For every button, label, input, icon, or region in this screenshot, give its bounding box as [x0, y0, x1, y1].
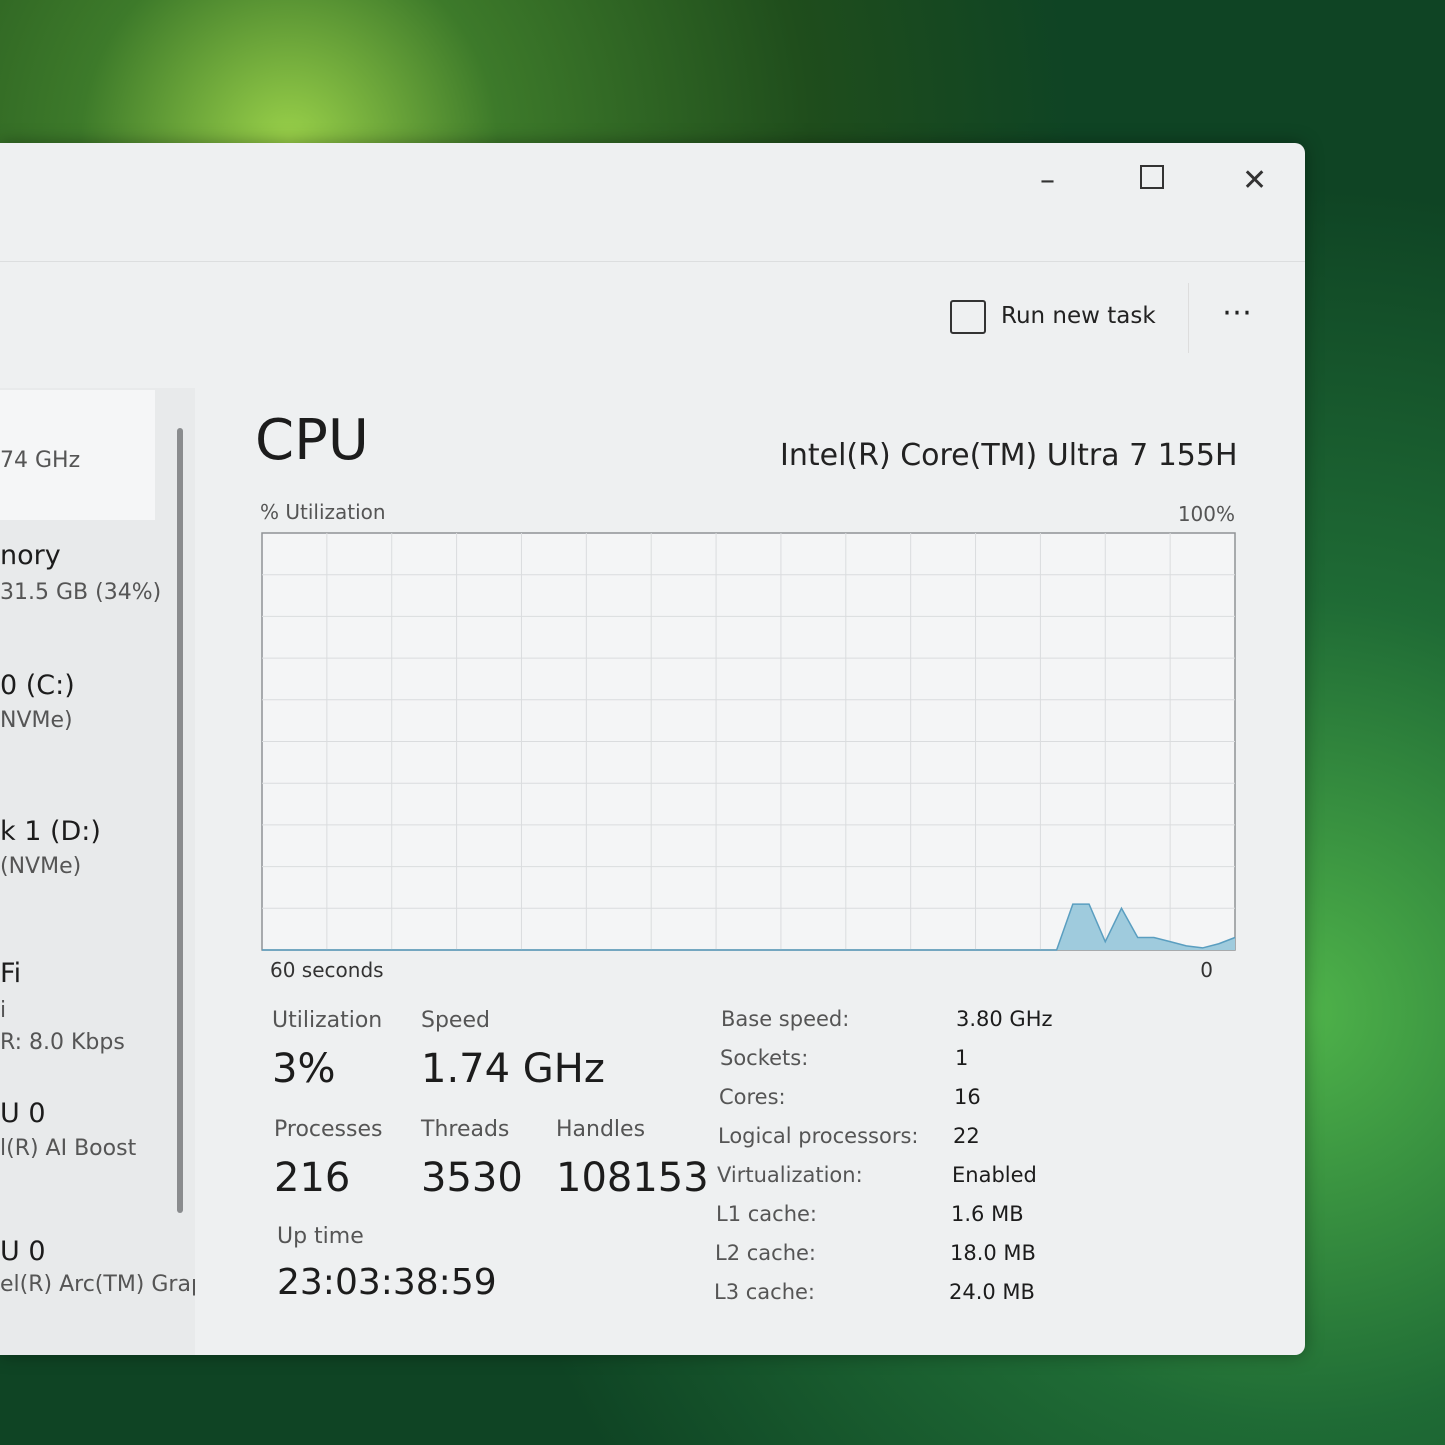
sidebar-text: 74 GHz: [0, 448, 81, 473]
detail-value: Enabled: [952, 1163, 1037, 1187]
sidebar-text: 0 (C:): [0, 670, 75, 701]
stat-value: 23:03:38:59: [277, 1262, 497, 1303]
sidebar: 74 GHz nory 31.5 GB (34%) 0 (C:) NVMe) k 1 (D…: [0, 388, 195, 1355]
divider: [0, 261, 1305, 262]
sidebar-text: l(R) AI Boost: [0, 1136, 137, 1161]
x-tick-label: 0: [1200, 958, 1213, 982]
stat-label: Utilization: [272, 1008, 383, 1033]
detail-label: L3 cache:: [714, 1280, 816, 1304]
stat-label: Up time: [277, 1224, 364, 1249]
close-button[interactable]: ✕: [1242, 163, 1268, 198]
stat-label: Threads: [421, 1117, 510, 1142]
stat-label: Processes: [274, 1117, 383, 1142]
maximize-button[interactable]: [1140, 165, 1164, 189]
detail-value: 3.80 GHz: [956, 1007, 1053, 1031]
divider: [1188, 283, 1189, 353]
scrollbar: [177, 428, 183, 1213]
utilization-line: [262, 903, 1236, 951]
stat-label: Speed: [421, 1008, 490, 1033]
stat-value: 3530: [421, 1155, 523, 1201]
detail-value: 1.6 MB: [951, 1202, 1024, 1226]
selected-item: [0, 390, 155, 520]
sidebar-text: 31.5 GB (34%): [0, 580, 162, 605]
cpu-title: CPU: [255, 408, 369, 473]
detail-value: 18.0 MB: [950, 1241, 1036, 1265]
detail-label: Base speed:: [721, 1007, 850, 1031]
sidebar-text: U 0: [0, 1236, 46, 1267]
sidebar-text: k 1 (D:): [0, 816, 101, 847]
run-new-task[interactable]: Run new task: [1001, 303, 1156, 329]
utilization-area: [262, 904, 1235, 950]
detail-label: L1 cache:: [716, 1202, 818, 1226]
y-tick-label: 100%: [1178, 502, 1235, 526]
stat-value: 3%: [272, 1046, 336, 1092]
x-tick-label: 60 seconds: [270, 958, 384, 982]
detail-value: 22: [953, 1124, 980, 1148]
sidebar-text: U 0: [0, 1098, 46, 1129]
detail-value: 24.0 MB: [949, 1280, 1035, 1304]
y-axis-label: % Utilization: [260, 500, 386, 524]
sidebar-text: i: [0, 998, 7, 1023]
sidebar-text: Fi: [0, 958, 22, 989]
processor-name: Intel(R) Core(TM) Ultra 7 155H: [780, 438, 1238, 473]
detail-label: Virtualization:: [717, 1163, 863, 1187]
sidebar-text: NVMe): [0, 708, 73, 733]
stat-value: 216: [274, 1155, 351, 1201]
sidebar-text: (NVMe): [0, 854, 82, 879]
stat-label: Handles: [556, 1117, 646, 1142]
detail-value: 16: [954, 1085, 981, 1109]
stat-value: 1.74 GHz: [421, 1046, 605, 1092]
detail-label: Cores:: [719, 1085, 786, 1109]
sidebar-text: nory: [0, 540, 61, 571]
stat-value: 108153: [556, 1155, 709, 1201]
detail-label: Sockets:: [720, 1046, 809, 1070]
detail-value: 1: [955, 1046, 969, 1070]
sidebar-text: el(R) Arc(TM) Grap: [0, 1272, 195, 1297]
sidebar-text: R: 8.0 Kbps: [0, 1030, 125, 1055]
run-task-icon[interactable]: [950, 300, 986, 334]
detail-label: Logical processors:: [718, 1124, 919, 1148]
minimize-button[interactable]: –: [1040, 163, 1055, 198]
more-button[interactable]: ⋯: [1222, 295, 1254, 330]
detail-label: L2 cache:: [715, 1241, 817, 1265]
